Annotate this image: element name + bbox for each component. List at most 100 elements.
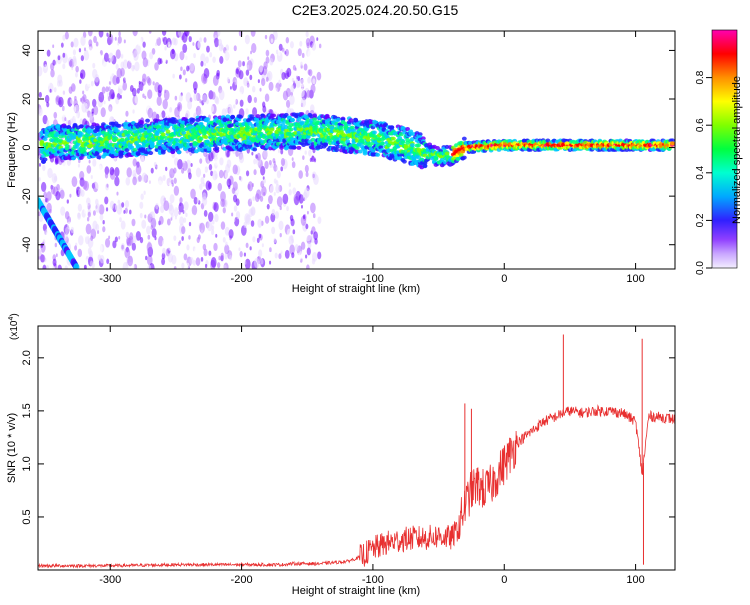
spectrogram-noise-cell bbox=[102, 226, 106, 233]
spectrogram-noise-cell bbox=[145, 255, 148, 261]
spectrogram-noise-cell bbox=[280, 158, 286, 166]
spectrogram-noise-cell bbox=[253, 96, 258, 104]
spectrogram-noise-cell bbox=[222, 237, 226, 243]
spectrogram-noise-cell bbox=[75, 31, 79, 35]
spectrogram-noise-cell bbox=[273, 87, 278, 95]
spectrogram-noise-cell bbox=[213, 202, 219, 212]
spectrogram-noise-cell bbox=[179, 216, 184, 226]
spectrogram-noise-cell bbox=[285, 37, 290, 44]
spectrogram-noise-cell bbox=[279, 248, 282, 253]
spectrogram-noise-cell bbox=[206, 45, 210, 53]
spectrogram-noise-cell bbox=[286, 228, 292, 238]
spectrogram-noise-cell bbox=[81, 102, 87, 113]
spectrogram-x-tick-label: 0 bbox=[501, 273, 507, 285]
spectrogram-noise-cell bbox=[210, 257, 217, 268]
spectrogram-band-cell bbox=[94, 151, 100, 156]
spectrogram-noise-cell bbox=[238, 175, 242, 181]
spectrogram-noise-cell bbox=[134, 95, 139, 104]
spectrogram-noise-cell bbox=[187, 100, 192, 110]
snr-line bbox=[38, 404, 675, 569]
spectrogram-noise-cell bbox=[160, 70, 165, 79]
spectrogram-noise-cell bbox=[103, 100, 106, 105]
spectrogram-noise-cell bbox=[141, 172, 147, 183]
spectrogram-noise-cell bbox=[99, 213, 104, 221]
spectrogram-noise-cell bbox=[92, 210, 96, 216]
spectrogram-noise-cell bbox=[220, 44, 224, 51]
spectrogram-noise-cell bbox=[218, 38, 223, 47]
spectrogram-noise-cell bbox=[104, 196, 109, 205]
spectrogram-noise-cell bbox=[268, 194, 273, 205]
spectrogram-noise-cell bbox=[189, 62, 195, 72]
spectrogram-noise-cell bbox=[171, 48, 175, 55]
spectrogram-noise-cell bbox=[312, 173, 315, 179]
spectrogram-noise-cell bbox=[251, 43, 257, 54]
spectrogram-noise-cell bbox=[217, 182, 223, 192]
spectrogram-noise-cell bbox=[186, 65, 190, 72]
spectrogram-noise-cell bbox=[311, 42, 317, 51]
spectrogram-noise-cell bbox=[120, 49, 124, 55]
spectrogram-noise-cell bbox=[264, 160, 269, 170]
spectrogram-noise-cell bbox=[120, 220, 126, 230]
spectrogram-noise-cell bbox=[199, 99, 202, 104]
spectrogram-noise-cell bbox=[244, 260, 247, 265]
snr-background bbox=[38, 326, 675, 570]
spectrogram-noise-cell bbox=[305, 31, 309, 38]
spectrogram-noise-cell bbox=[114, 36, 117, 41]
spectrogram-band-cell bbox=[417, 132, 423, 137]
spectrogram-noise-cell bbox=[318, 43, 322, 49]
spectrogram-noise-cell bbox=[55, 190, 61, 201]
spectrogram-noise-cell bbox=[77, 203, 83, 212]
spectrogram-noise-cell bbox=[263, 61, 268, 70]
spectrogram-noise-cell bbox=[92, 159, 97, 167]
spectrogram-noise-cell bbox=[257, 79, 260, 84]
spectrogram-noise-cell bbox=[121, 244, 124, 250]
spectrogram-noise-cell bbox=[116, 191, 119, 196]
spectrogram-noise-cell bbox=[57, 264, 62, 269]
spectrogram-noise-cell bbox=[164, 45, 167, 51]
spectrogram-noise-cell bbox=[305, 254, 308, 259]
colorbar-label: Normalized spectral amplitude bbox=[731, 76, 743, 224]
spectrogram-noise-cell bbox=[106, 183, 109, 188]
spectrogram-noise-cell bbox=[102, 220, 105, 225]
spectrogram-noise-cell bbox=[202, 196, 208, 206]
spectrogram-noise-cell bbox=[146, 242, 153, 253]
spectrogram-noise-cell bbox=[218, 89, 225, 101]
spectrogram-noise-cell bbox=[203, 210, 208, 217]
snr-x-tick-label: 100 bbox=[626, 574, 644, 586]
spectrogram-noise-cell bbox=[192, 81, 198, 91]
spectrogram-noise-cell bbox=[250, 207, 256, 216]
spectrogram-noise-cell bbox=[258, 233, 262, 239]
spectrogram-noise-cell bbox=[38, 177, 41, 182]
spectrogram-streak-cell bbox=[73, 263, 80, 269]
spectrogram-band-cell bbox=[149, 144, 155, 149]
spectrogram-noise-cell bbox=[89, 113, 93, 121]
spectrogram-band-cell bbox=[42, 157, 48, 162]
spectrogram-band-cell bbox=[96, 155, 102, 160]
spectrogram-band-cell bbox=[268, 130, 273, 135]
spectrogram-noise-cell bbox=[308, 69, 313, 77]
spectrogram-noise-cell bbox=[203, 248, 208, 257]
spectrogram-noise-cell bbox=[260, 258, 264, 265]
spectrogram-noise-cell bbox=[317, 216, 322, 225]
spectrogram-noise-cell bbox=[238, 91, 243, 99]
spectrogram-noise-cell bbox=[45, 264, 50, 269]
spectrogram-noise-cell bbox=[74, 72, 78, 78]
spectrogram-noise-cell bbox=[238, 186, 241, 191]
spectrogram-band-cell bbox=[389, 125, 395, 130]
spectrogram-noise-cell bbox=[247, 56, 250, 61]
spectrogram-noise-cell bbox=[78, 48, 82, 53]
spectrogram-noise-cell bbox=[70, 41, 74, 48]
snr-y-tick-label: 2.0 bbox=[21, 350, 33, 365]
spectrogram-noise-cell bbox=[228, 229, 234, 239]
spectrogram-noise-cell bbox=[306, 264, 310, 269]
spectrogram-noise-cell bbox=[148, 60, 153, 69]
spectrogram-noise-cell bbox=[142, 73, 147, 83]
spectrogram-noise-cell bbox=[98, 31, 104, 38]
spectrogram-noise-cell bbox=[183, 85, 189, 94]
spectrogram-noise-cell bbox=[184, 52, 191, 63]
spectrogram-noise-cell bbox=[242, 61, 245, 67]
spectrogram-noise-cell bbox=[183, 253, 188, 261]
snr-y-axis-label: SNR (10 * v/v) bbox=[6, 413, 18, 483]
spectrogram-noise-cell bbox=[250, 50, 253, 55]
spectrogram-noise-cell bbox=[235, 211, 241, 220]
